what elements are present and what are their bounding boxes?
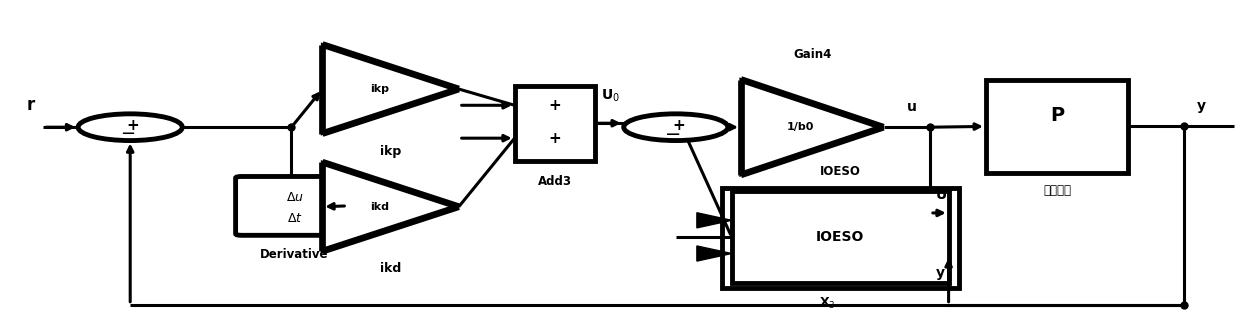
Circle shape: [624, 114, 728, 141]
Text: 1/b0: 1/b0: [787, 122, 815, 132]
Text: ikp: ikp: [379, 145, 402, 157]
Polygon shape: [322, 45, 459, 134]
Text: +: +: [548, 131, 562, 146]
Text: P: P: [1050, 106, 1064, 125]
Text: y: y: [936, 266, 945, 280]
Text: IOESO: IOESO: [816, 230, 864, 244]
Text: U$_0$: U$_0$: [601, 88, 620, 104]
Text: ikd: ikd: [371, 202, 389, 212]
Text: Gain4: Gain4: [794, 48, 831, 60]
Text: y: y: [1197, 99, 1205, 113]
Text: +: +: [672, 118, 684, 133]
Polygon shape: [697, 213, 732, 228]
Circle shape: [78, 114, 182, 141]
Text: $\Delta u$: $\Delta u$: [285, 190, 304, 204]
Text: +: +: [126, 118, 139, 133]
Text: Derivative: Derivative: [260, 248, 329, 261]
Text: ikp: ikp: [371, 84, 389, 94]
Text: $\Delta t$: $\Delta t$: [286, 212, 303, 225]
Polygon shape: [697, 246, 732, 261]
Polygon shape: [322, 162, 459, 251]
Text: −: −: [665, 125, 682, 144]
Text: X$_3$: X$_3$: [820, 296, 836, 311]
Polygon shape: [742, 80, 883, 175]
Text: u: u: [906, 100, 916, 114]
FancyBboxPatch shape: [722, 188, 959, 288]
Text: 被控对象: 被控对象: [1043, 184, 1071, 197]
Text: +: +: [548, 98, 562, 113]
FancyBboxPatch shape: [732, 191, 949, 283]
FancyBboxPatch shape: [236, 176, 353, 235]
Text: ikd: ikd: [379, 262, 402, 275]
Text: Add3: Add3: [538, 175, 572, 188]
Text: r: r: [27, 96, 35, 114]
FancyBboxPatch shape: [515, 86, 595, 161]
Text: U: U: [936, 189, 947, 203]
Text: IOESO: IOESO: [820, 165, 861, 178]
Text: −: −: [120, 125, 135, 143]
FancyBboxPatch shape: [986, 80, 1128, 173]
